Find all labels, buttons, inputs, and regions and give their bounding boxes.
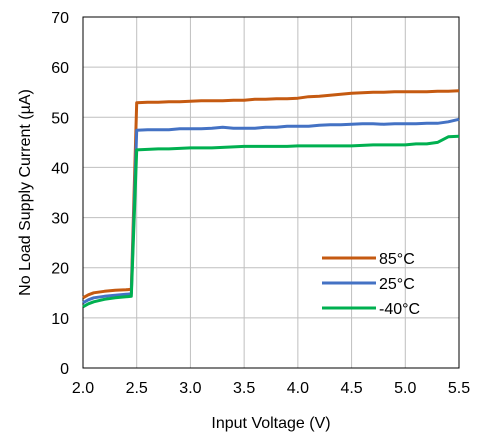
legend: 85°C 25°C -40°C: [322, 251, 420, 318]
y-axis-label: No Load Supply Current (µA): [17, 89, 34, 296]
x-tick-label: 4.0: [287, 380, 309, 397]
x-tick-labels: 2.0 2.5 3.0 3.5 4.0 4.5 5.0 5.5: [72, 380, 470, 397]
legend-label: 25°C: [379, 276, 415, 293]
y-tick-label: 50: [51, 110, 69, 127]
x-tick-label: 2.5: [126, 380, 148, 397]
y-tick-label: 60: [51, 60, 69, 77]
x-tick-label: 2.0: [72, 380, 94, 397]
x-tick-label: 5.0: [394, 380, 416, 397]
y-tick-label: 70: [51, 10, 69, 27]
y-tick-label: 10: [51, 311, 69, 328]
x-tick-label: 3.0: [179, 380, 201, 397]
y-tick-label: 30: [51, 211, 69, 228]
y-tick-label: 20: [51, 261, 69, 278]
x-tick-label: 4.5: [340, 380, 362, 397]
x-axis-label: Input Voltage (V): [211, 415, 330, 432]
plot-area-frame: [82, 16, 460, 369]
y-tick-label: 0: [60, 361, 69, 378]
legend-label: 85°C: [379, 251, 415, 268]
series-line-2: [82, 134, 460, 309]
series-lines: [82, 89, 460, 309]
x-tick-label: 3.5: [233, 380, 255, 397]
gridlines: [82, 16, 460, 369]
legend-label: -40°C: [379, 301, 420, 318]
y-tick-labels: 0 10 20 30 40 50 60 70: [51, 10, 69, 378]
x-tick-label: 5.5: [448, 380, 470, 397]
y-tick-label: 40: [51, 160, 69, 177]
